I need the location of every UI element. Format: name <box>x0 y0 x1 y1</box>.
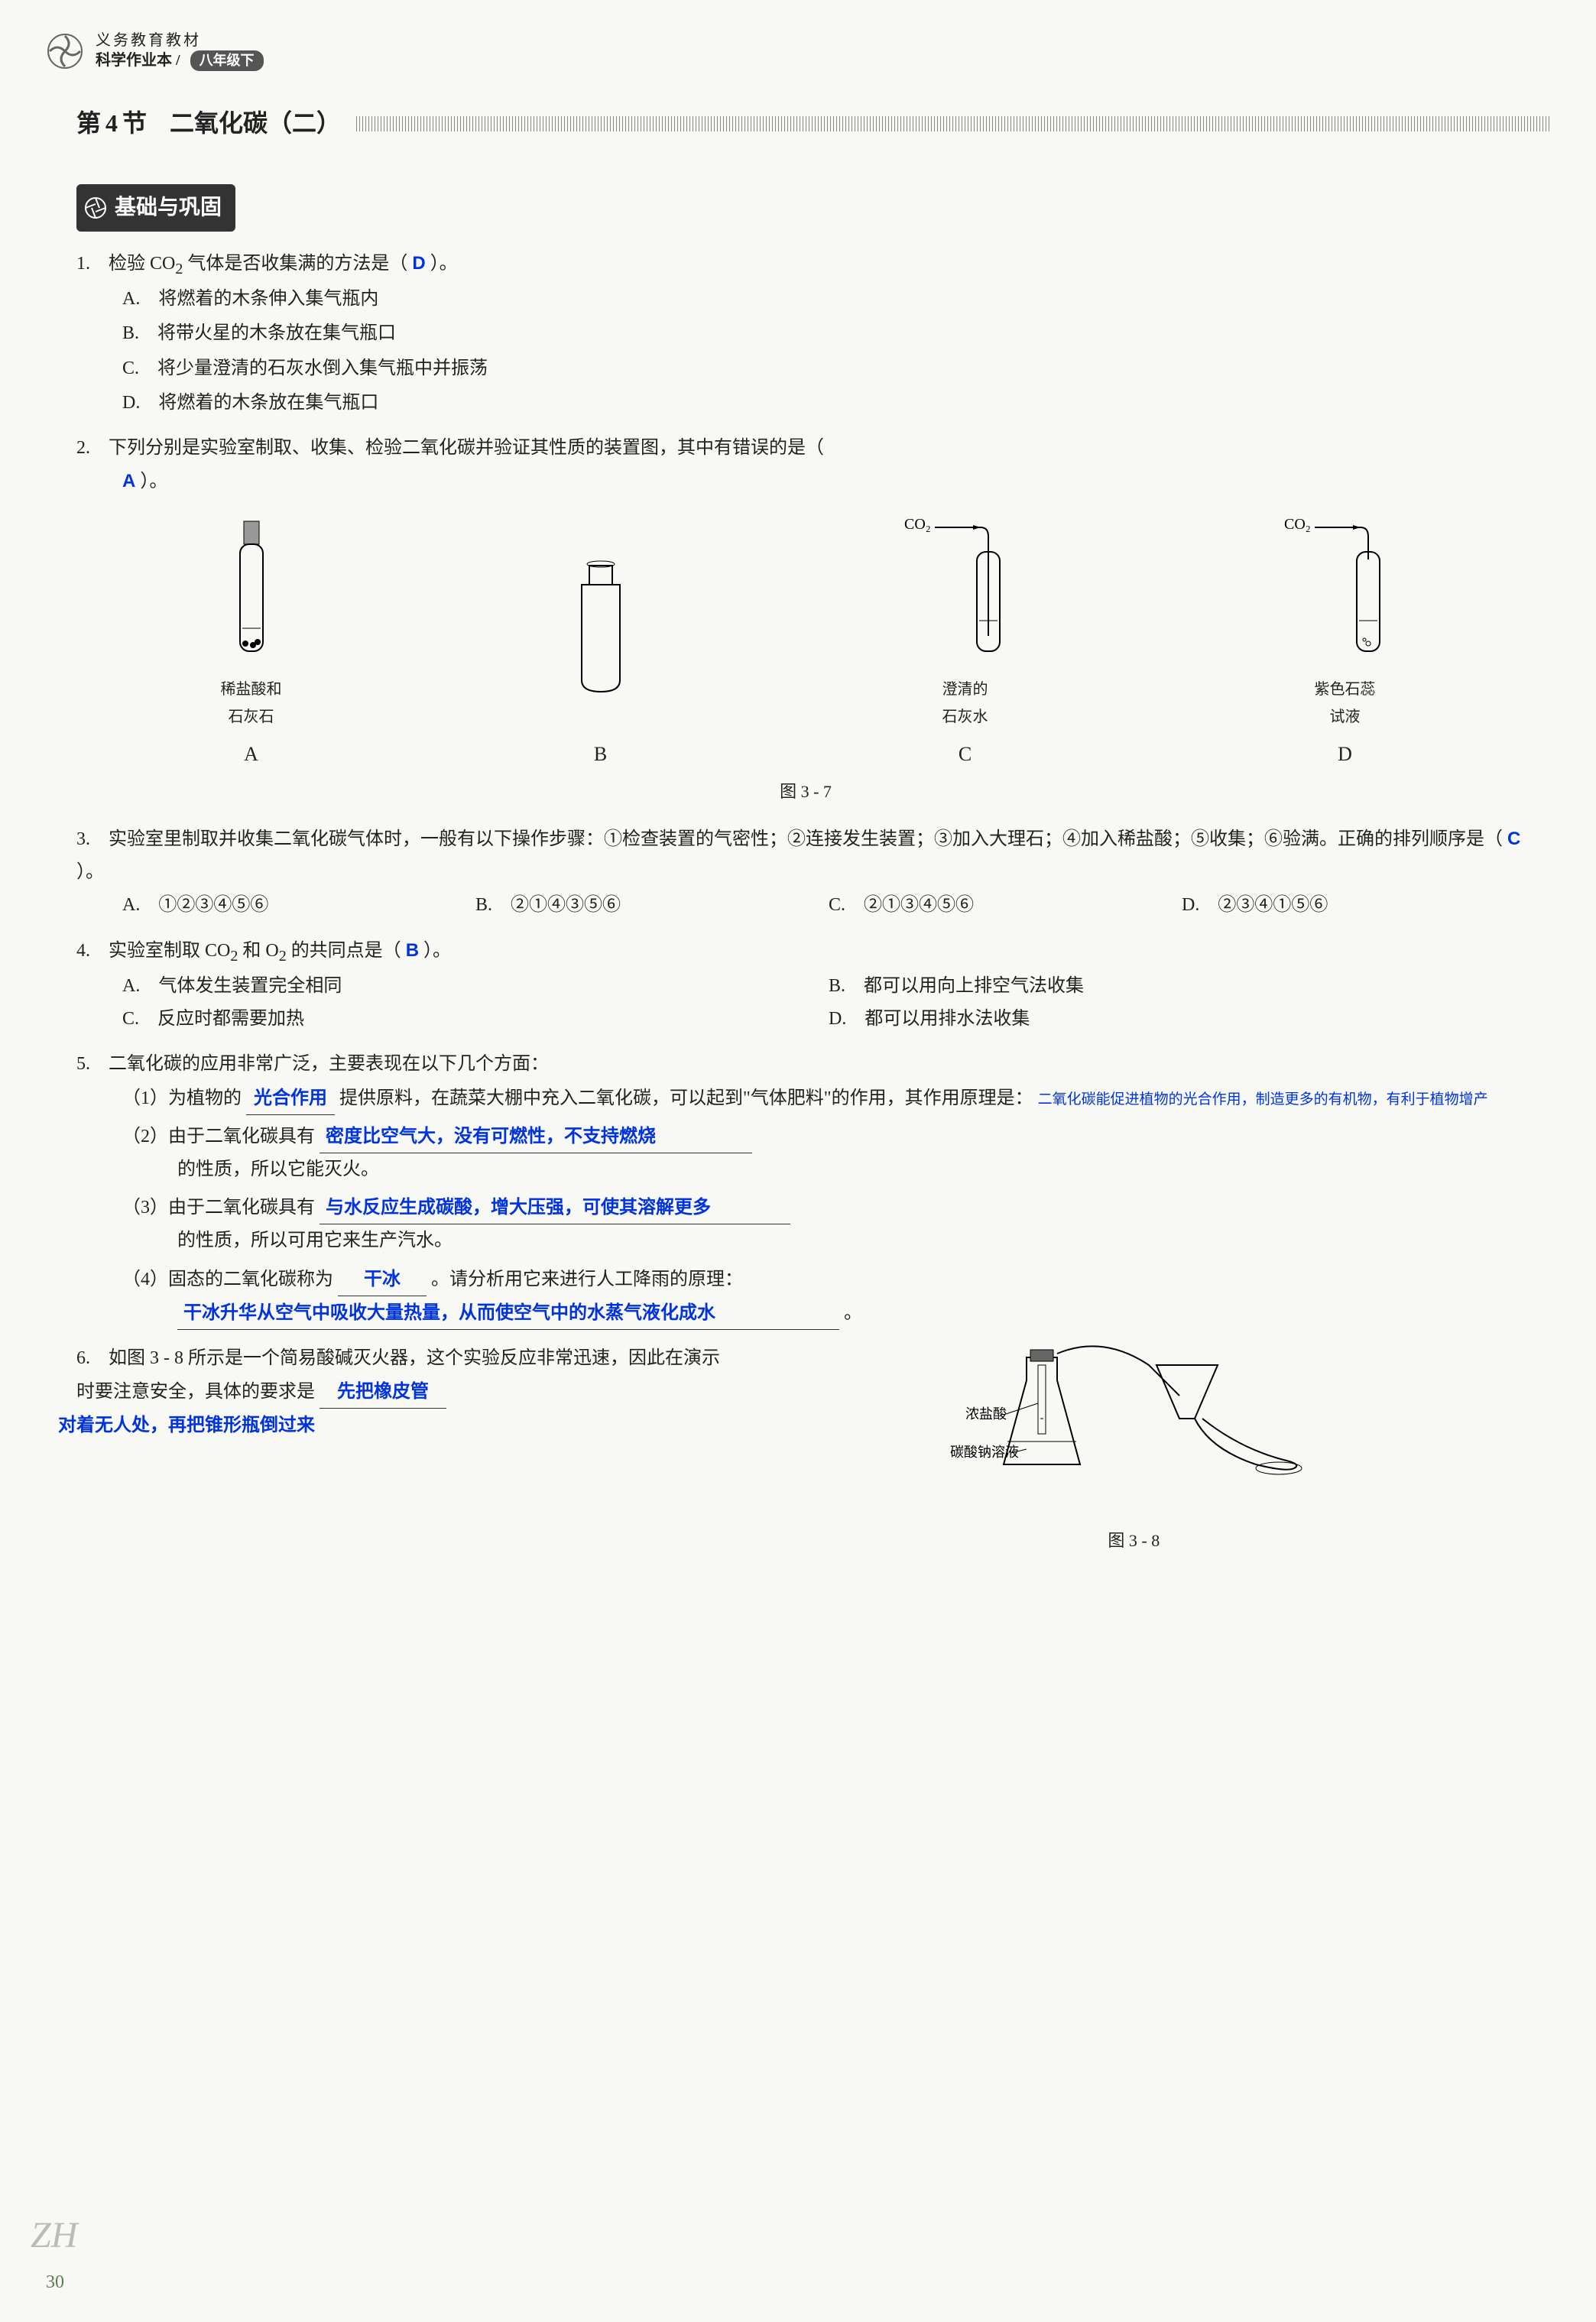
fig-3-8-caption: 图 3 - 8 <box>733 1526 1535 1556</box>
fig-b: B <box>547 550 654 773</box>
foundation-badge: 基础与巩固 <box>76 184 235 232</box>
grade-badge: 八年级下 <box>190 50 264 71</box>
q6-text: 6. 如图 3 - 8 所示是一个简易酸碱灭火器，这个实验反应非常迅速，因此在演… <box>76 1342 733 1442</box>
header-line2: 科学作业本 / 八年级下 <box>96 50 264 71</box>
q6-ans1: 先把橡皮管 <box>320 1375 446 1409</box>
hatch-decoration <box>356 116 1550 131</box>
q3-opt-c: C. ②①③④⑤⑥ <box>829 889 1182 922</box>
q4-options: A. 气体发生装置完全相同 B. 都可以用向上排空气法收集 <box>122 970 1535 1003</box>
extinguisher-icon: 浓盐酸 碳酸钠溶液 <box>950 1342 1317 1510</box>
co2-label-d: CO₂ <box>1284 516 1311 533</box>
watermark: ZH <box>31 2203 77 2268</box>
question-3: 3. 实验室里制取并收集二氧化碳气体时，一般有以下操作步骤：①检查装置的气密性；… <box>76 822 1535 923</box>
q3-answer: C <box>1507 829 1520 849</box>
figure-3-8: 浓盐酸 碳酸钠溶液 图 3 - 8 <box>733 1342 1535 1571</box>
question-1: 1. 检验 CO2 气体是否收集满的方法是（ D ）。 A. 将燃着的木条伸入集… <box>76 247 1535 420</box>
fig-a: 稀盐酸和石灰石 A <box>198 514 305 773</box>
q5-1-ans1: 光合作用 <box>246 1082 335 1115</box>
q5-2-ans: 密度比空气大，没有可燃性，不支持燃烧 <box>320 1120 752 1153</box>
q6-label1: 浓盐酸 <box>965 1406 1007 1422</box>
section-title: 第 4 节 二氧化碳（二） <box>76 102 1550 146</box>
q4-opt-c: C. 反应时都需要加热 <box>122 1003 829 1036</box>
apparatus-a-icon <box>198 514 305 666</box>
page-header: 义务教育教材 科学作业本 / 八年级下 <box>46 31 1550 71</box>
q6-ans2: 对着无人处，再把锥形瓶倒过来 <box>58 1409 733 1442</box>
q5-3: （3）由于二氧化碳具有 与水反应生成碳酸，增大压强，可使其溶解更多 的性质，所以… <box>122 1191 1535 1257</box>
q5-3-ans: 与水反应生成碳酸，增大压强，可使其溶解更多 <box>320 1191 790 1224</box>
co2-label-c: CO₂ <box>904 516 931 533</box>
header-text: 义务教育教材 科学作业本 / 八年级下 <box>96 31 264 71</box>
fig-3-7-caption: 图 3 - 7 <box>76 777 1535 807</box>
q1-opt-b: B. 将带火星的木条放在集气瓶口 <box>122 317 1535 350</box>
q5-4: （4）固态的二氧化碳称为 干冰 。请分析用它来进行人工降雨的原理： 干冰升华从空… <box>122 1263 1535 1330</box>
q1-opt-c: C. 将少量澄清的石灰水倒入集气瓶中并振荡 <box>122 352 1535 385</box>
q5-1-ans2: 二氧化碳能促进植物的光合作用，制造更多的有机物，有利于植物增产 <box>1038 1091 1488 1107</box>
q5-1: （1）为植物的 光合作用 提供原料，在蔬菜大棚中充入二氧化碳，可以起到"气体肥料… <box>122 1082 1535 1115</box>
q4-answer: B <box>406 940 419 961</box>
q1-answer: D <box>412 253 425 274</box>
question-6: 6. 如图 3 - 8 所示是一个简易酸碱灭火器，这个实验反应非常迅速，因此在演… <box>76 1342 1535 1571</box>
fig-d: CO₂ 紫色石蕊试液 D <box>1276 514 1414 773</box>
q5-2: （2）由于二氧化碳具有 密度比空气大，没有可燃性，不支持燃烧 的性质，所以它能灭… <box>122 1120 1535 1186</box>
q3-opt-a: A. ①②③④⑤⑥ <box>122 889 475 922</box>
q2-answer: A <box>122 471 135 491</box>
q6-label2: 碳酸钠溶液 <box>950 1445 1019 1460</box>
q3-opt-d: D. ②③④①⑤⑥ <box>1182 889 1535 922</box>
logo-icon <box>46 32 84 70</box>
figure-3-7: 稀盐酸和石灰石 A B CO₂ <box>76 514 1535 773</box>
aperture-icon <box>84 196 107 219</box>
q1-opt-a: A. 将燃着的木条伸入集气瓶内 <box>122 283 1535 316</box>
q3-options: A. ①②③④⑤⑥ B. ②①④③⑤⑥ C. ②①③④⑤⑥ D. ②③④①⑤⑥ <box>122 889 1535 922</box>
header-line1: 义务教育教材 <box>96 31 264 50</box>
q4-opt-a: A. 气体发生装置完全相同 <box>122 970 829 1003</box>
q5-4-ans2: 干冰升华从空气中吸收大量热量，从而使空气中的水蒸气液化成水 <box>177 1296 839 1330</box>
apparatus-c-icon: CO₂ <box>897 514 1034 666</box>
q5-4-ans1: 干冰 <box>338 1263 427 1296</box>
page-number: 30 <box>46 2266 64 2299</box>
content-area: 1. 检验 CO2 气体是否收集满的方法是（ D ）。 A. 将燃着的木条伸入集… <box>76 247 1535 1571</box>
q1-opt-d: D. 将燃着的木条放在集气瓶口 <box>122 387 1535 420</box>
question-5: 5. 二氧化碳的应用非常广泛，主要表现在以下几个方面： （1）为植物的 光合作用… <box>76 1048 1535 1330</box>
question-4: 4. 实验室制取 CO2 和 O2 的共同点是（ B ）。 A. 气体发生装置完… <box>76 934 1535 1036</box>
question-2: 2. 下列分别是实验室制取、收集、检验二氧化碳并验证其性质的装置图，其中有错误的… <box>76 432 1535 807</box>
q1-options: A. 将燃着的木条伸入集气瓶内 B. 将带火星的木条放在集气瓶口 C. 将少量澄… <box>122 283 1535 420</box>
fig-c: CO₂ 澄清的石灰水 C <box>897 514 1034 773</box>
apparatus-d-icon: CO₂ <box>1276 514 1414 666</box>
q3-opt-b: B. ②①④③⑤⑥ <box>475 889 829 922</box>
apparatus-b-icon <box>547 550 654 703</box>
q4-opt-d: D. 都可以用排水法收集 <box>829 1003 1535 1036</box>
q4-opt-b: B. 都可以用向上排空气法收集 <box>829 970 1535 1003</box>
